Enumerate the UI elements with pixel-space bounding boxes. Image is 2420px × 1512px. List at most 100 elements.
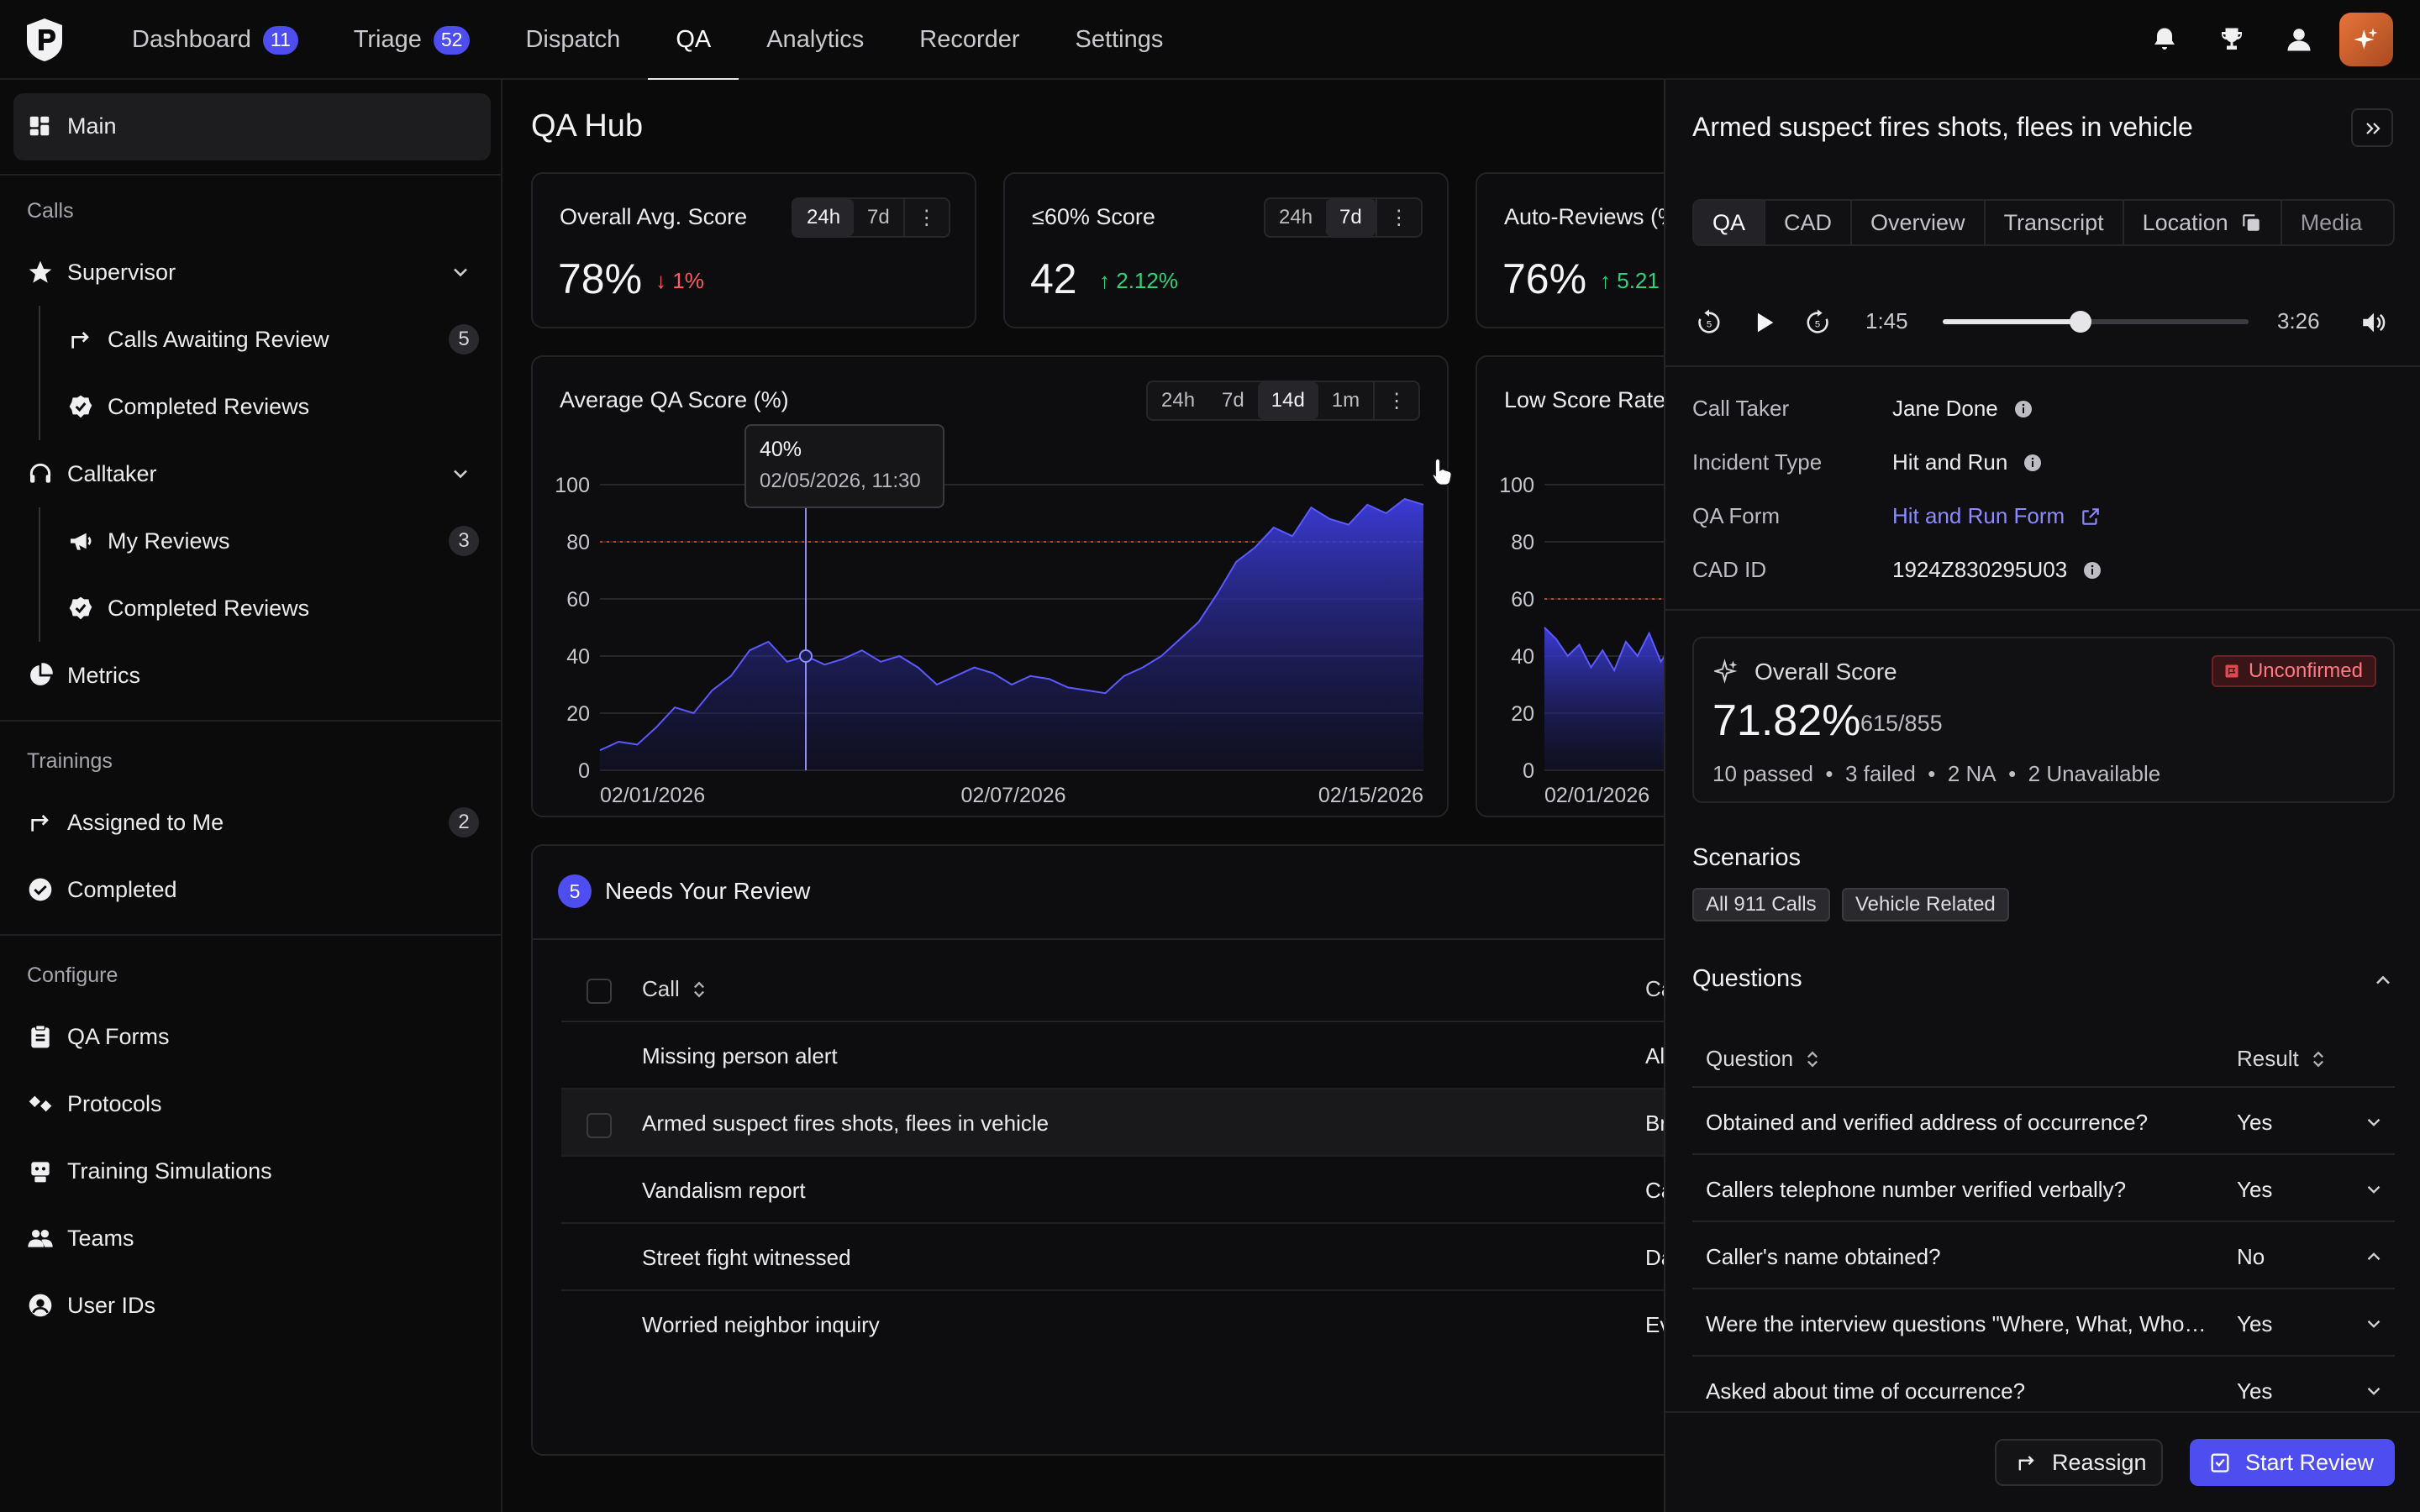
question-row[interactable]: Obtained and verified address of occurre… bbox=[1692, 1088, 2395, 1155]
sidebar-item-my-reviews[interactable]: My Reviews 3 bbox=[0, 507, 502, 575]
range-24h[interactable]: 24h bbox=[1161, 389, 1196, 412]
chevron-down-icon[interactable] bbox=[2363, 1380, 2385, 1402]
sidebar-item-completed-reviews[interactable]: Completed Reviews bbox=[0, 575, 502, 642]
volume-icon[interactable] bbox=[2360, 308, 2388, 337]
chevron-up-icon[interactable] bbox=[2363, 1246, 2385, 1268]
stat-value: 76% bbox=[1502, 255, 1587, 302]
tab-qa[interactable]: QA bbox=[1694, 201, 1766, 244]
chevron-down-icon[interactable] bbox=[449, 462, 472, 486]
player-progress-track[interactable] bbox=[1943, 311, 2249, 333]
table-row[interactable]: Worried neighbor inquiry Eva C bbox=[642, 1312, 1664, 1337]
tab-overview[interactable]: Overview bbox=[1852, 201, 1986, 244]
tab-cad[interactable]: CAD bbox=[1765, 201, 1853, 244]
chevron-down-icon[interactable] bbox=[2363, 1179, 2385, 1200]
more-options-icon[interactable]: ⋮ bbox=[1375, 199, 1421, 236]
sidebar-item-calls-awaiting-review[interactable]: Calls Awaiting Review 5 bbox=[0, 306, 502, 373]
forward-arrow-icon bbox=[31, 815, 49, 832]
info-icon[interactable] bbox=[2023, 453, 2043, 473]
player-scrubber-handle[interactable] bbox=[2069, 311, 2091, 333]
tab-transcript[interactable]: Transcript bbox=[1986, 201, 2124, 244]
stat-delta: ↓ 1% bbox=[655, 268, 704, 293]
chevron-down-icon[interactable] bbox=[449, 260, 472, 284]
nav-dispatch[interactable]: Dispatch bbox=[525, 26, 621, 53]
score-summary: 10 passed • 3 failed • 2 NA • 2 Unavaila… bbox=[1712, 761, 2161, 786]
tab-location[interactable]: Location bbox=[2124, 201, 2282, 244]
select-all-checkbox[interactable] bbox=[587, 979, 612, 1004]
y-tick-label: 0 bbox=[578, 759, 590, 783]
pie-chart-icon bbox=[30, 663, 53, 685]
mouse-pointer-icon bbox=[1431, 458, 1453, 486]
scenario-chip[interactable]: Vehicle Related bbox=[1842, 888, 2009, 921]
start-review-button[interactable]: Start Review bbox=[2190, 1439, 2395, 1486]
info-icon[interactable] bbox=[2013, 399, 2033, 419]
question-row-expanded[interactable]: Caller's name obtained? No bbox=[1692, 1222, 2395, 1289]
rewind-5-icon[interactable]: 5 bbox=[1695, 308, 1723, 337]
sidebar-item-qa-forms[interactable]: QA Forms bbox=[0, 1003, 502, 1070]
range-24h[interactable]: 24h bbox=[793, 199, 855, 236]
nav-dashboard[interactable]: Dashboard 11 bbox=[104, 0, 326, 80]
collapse-panel-button[interactable] bbox=[2351, 108, 2393, 147]
range-14d[interactable]: 14d bbox=[1257, 382, 1318, 419]
sidebar-item-supervisor[interactable]: Supervisor bbox=[0, 239, 502, 306]
nav-triage[interactable]: Triage 52 bbox=[326, 0, 498, 80]
question-row[interactable]: Were the interview questions "Where, Wha… bbox=[1692, 1289, 2395, 1357]
time-range-toggle: 24h 7d ⋮ bbox=[792, 197, 950, 238]
range-7d[interactable]: 7d bbox=[1222, 389, 1244, 412]
nav-settings[interactable]: Settings bbox=[1075, 26, 1164, 53]
bell-icon[interactable] bbox=[2149, 24, 2180, 55]
sidebar-item-main[interactable]: Main bbox=[13, 93, 491, 160]
sidebar-item-label: Main bbox=[67, 113, 117, 139]
range-1m[interactable]: 1m bbox=[1331, 389, 1360, 412]
section-header-calls: Calls bbox=[27, 199, 74, 223]
range-24h[interactable]: 24h bbox=[1279, 206, 1313, 228]
table-row[interactable]: Vandalism report Cath bbox=[561, 1157, 1664, 1224]
play-icon[interactable] bbox=[1749, 308, 1778, 337]
app-logo-icon[interactable] bbox=[24, 17, 66, 62]
column-header-calltaker[interactable]: Callt bbox=[1645, 976, 1664, 1001]
question-row[interactable]: Asked about time of occurrence? Yes bbox=[1692, 1357, 2395, 1424]
sidebar-item-assigned-to-me[interactable]: Assigned to Me 2 bbox=[0, 789, 502, 856]
qa-form-link[interactable]: Hit and Run Form bbox=[1892, 503, 2102, 529]
table-row-selected[interactable]: Armed suspect fires shots, flees in vehi… bbox=[561, 1089, 1664, 1157]
stat-card-overall-avg-score: Overall Avg. Score 24h 7d ⋮ 78% ↓ 1% bbox=[531, 172, 976, 328]
scenario-chip[interactable]: All 911 Calls bbox=[1692, 888, 1830, 921]
column-header-result[interactable]: Result bbox=[2237, 1046, 2328, 1072]
chevron-down-icon[interactable] bbox=[2363, 1111, 2385, 1133]
sidebar-item-user-ids[interactable]: User IDs bbox=[0, 1272, 502, 1339]
sidebar-item-calltaker[interactable]: Calltaker bbox=[0, 440, 502, 507]
more-options-icon[interactable]: ⋮ bbox=[902, 199, 949, 236]
more-options-icon[interactable]: ⋮ bbox=[1373, 382, 1418, 419]
sidebar-item-completed[interactable]: Completed bbox=[0, 856, 502, 923]
low-score-rate-chart[interactable]: 100 80 60 40 20 0 02/01/2026 bbox=[1477, 441, 1664, 811]
question-row[interactable]: Callers telephone number verified verbal… bbox=[1692, 1155, 2395, 1222]
tab-media[interactable]: Media bbox=[2300, 209, 2363, 235]
forward-5-icon[interactable]: 5 bbox=[1803, 308, 1832, 337]
player-total-time: 3:26 bbox=[2277, 308, 2320, 333]
ai-assistant-button[interactable] bbox=[2339, 13, 2393, 66]
trophy-icon[interactable] bbox=[2217, 24, 2247, 55]
sidebar-item-metrics[interactable]: Metrics bbox=[0, 642, 502, 709]
qa-score-area-chart[interactable]: 100 80 60 40 20 0 02/01/2026 02/07/2026 02/15/20… bbox=[533, 441, 1447, 811]
chevron-up-icon[interactable] bbox=[2371, 969, 2395, 992]
nav-recorder[interactable]: Recorder bbox=[919, 26, 1020, 53]
nav-qa[interactable]: QA bbox=[648, 0, 739, 81]
info-icon[interactable] bbox=[2082, 560, 2102, 580]
column-header-call[interactable]: Call bbox=[642, 976, 708, 1002]
table-row[interactable]: Street fight witnessed David bbox=[561, 1224, 1664, 1291]
sidebar: Main Calls Supervisor Calls Awaiting Rev… bbox=[0, 80, 502, 1512]
table-row[interactable]: Missing person alert Alice bbox=[561, 1022, 1664, 1089]
nav-analytics[interactable]: Analytics bbox=[766, 26, 865, 53]
sidebar-item-completed-reviews[interactable]: Completed Reviews bbox=[0, 373, 502, 440]
range-7d[interactable]: 7d bbox=[867, 206, 890, 228]
chevron-down-icon[interactable] bbox=[2363, 1313, 2385, 1335]
area-fill bbox=[1544, 627, 1664, 770]
user-icon[interactable] bbox=[2284, 24, 2314, 55]
sidebar-item-protocols[interactable]: Protocols bbox=[0, 1070, 502, 1137]
column-header-question[interactable]: Question bbox=[1706, 1046, 1822, 1072]
sidebar-item-teams[interactable]: Teams bbox=[0, 1205, 502, 1272]
reassign-button[interactable]: Reassign bbox=[1995, 1439, 2163, 1486]
range-7d[interactable]: 7d bbox=[1326, 199, 1376, 236]
x-tick-label: 02/01/2026 bbox=[1544, 784, 1649, 807]
row-checkbox[interactable] bbox=[587, 1113, 612, 1138]
sidebar-item-training-simulations[interactable]: Training Simulations bbox=[0, 1137, 502, 1205]
